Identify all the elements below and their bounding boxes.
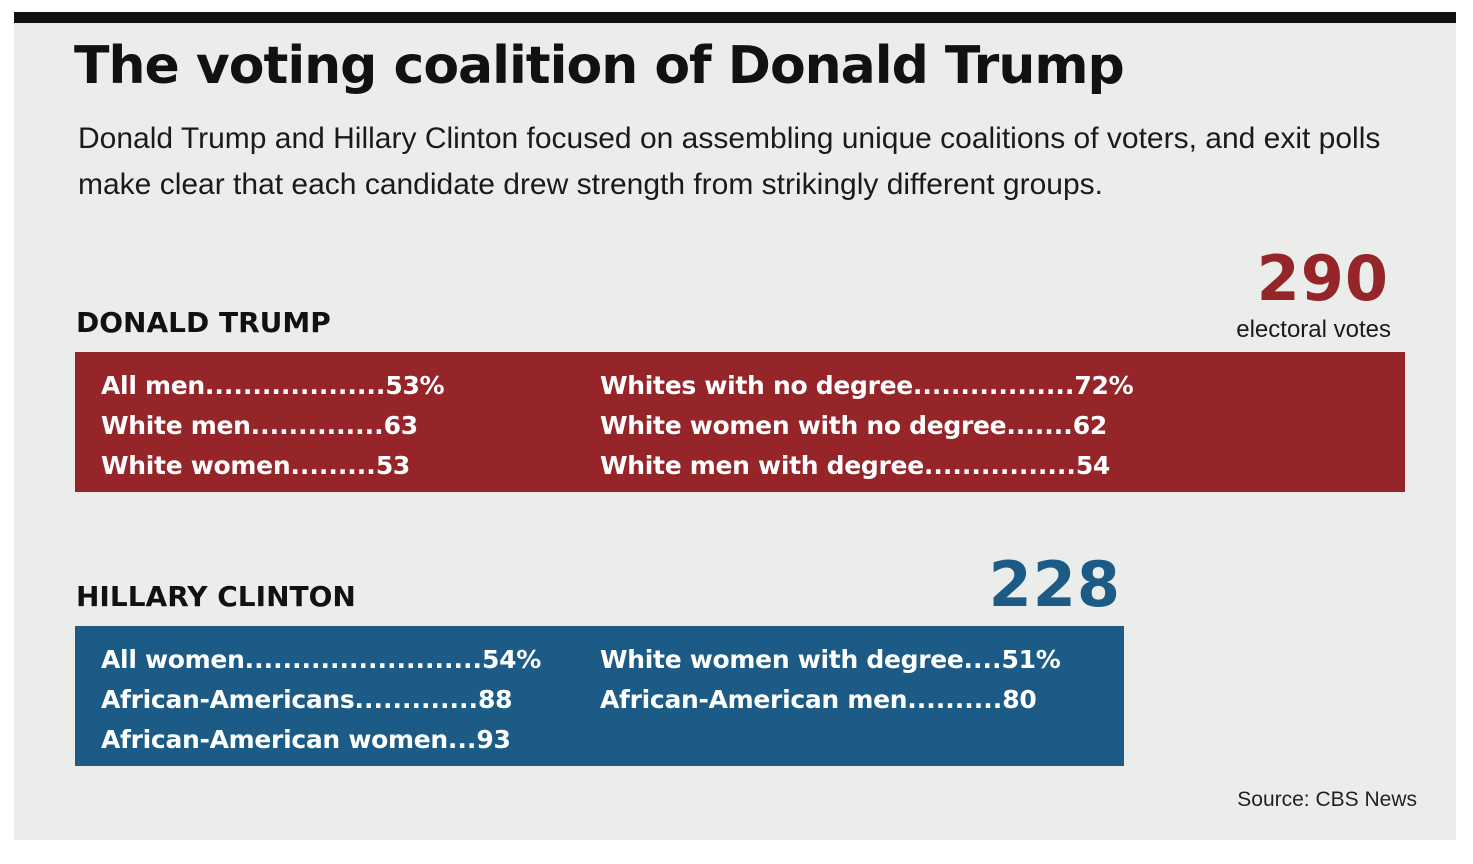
source-note: Source: CBS News xyxy=(1237,788,1417,811)
stat-leader: ................ xyxy=(923,451,1076,480)
stat-row: Whites with no degree.................72… xyxy=(600,366,1134,406)
page-title: The voting coalition of Donald Trump xyxy=(74,36,1125,96)
stat-row: All men...................53% xyxy=(101,366,445,406)
clinton-electoral-votes: 228 xyxy=(988,548,1121,621)
trump-electoral-votes: 290 xyxy=(1256,242,1389,315)
clinton-stats-column-1: All women.........................54% Af… xyxy=(101,640,541,760)
stat-value: 54% xyxy=(482,645,541,674)
page-subtitle: Donald Trump and Hillary Clinton focused… xyxy=(78,122,1381,201)
stat-value: 72% xyxy=(1074,371,1134,400)
stat-leader: .......... xyxy=(907,685,1003,714)
stat-group: African-American men xyxy=(600,685,908,714)
trump-electoral-votes-label: electoral votes xyxy=(1236,316,1391,343)
stat-group: Whites with no degree xyxy=(600,371,913,400)
trump-stats-column-2: Whites with no degree.................72… xyxy=(600,366,1134,486)
stat-leader: ....... xyxy=(1006,411,1073,440)
stat-leader: ................. xyxy=(912,371,1075,400)
stat-group: White men xyxy=(101,411,251,440)
stat-value: 53 xyxy=(375,451,411,480)
stat-leader: .............. xyxy=(250,411,384,440)
stat-leader: .... xyxy=(963,645,1002,674)
stat-group: African-Americans xyxy=(101,685,355,714)
stat-row: African-American men..........80 xyxy=(600,680,1061,720)
stat-value: 51% xyxy=(1001,645,1061,674)
stat-value: 88 xyxy=(477,685,513,714)
stat-group: African-American women xyxy=(101,725,448,754)
stat-leader: ................... xyxy=(204,371,386,400)
stat-leader: ............. xyxy=(354,685,478,714)
stat-row: African-American women...93 xyxy=(101,720,541,760)
trump-heading: DONALD TRUMP xyxy=(76,306,331,339)
clinton-stats-column-2: White women with degree....51% African-A… xyxy=(600,640,1061,720)
stat-leader: ......... xyxy=(290,451,376,480)
stat-group: All men xyxy=(101,371,205,400)
stat-group: White women with no degree xyxy=(600,411,1007,440)
trump-stats-column-1: All men...................53% White men.… xyxy=(101,366,445,486)
stat-value: 93 xyxy=(476,725,511,754)
stat-group: White men with degree xyxy=(600,451,924,480)
clinton-heading: HILLARY CLINTON xyxy=(76,580,356,613)
clinton-stats-panel: All women.........................54% Af… xyxy=(75,626,1124,766)
stat-row: White women.........53 xyxy=(101,446,444,486)
trump-stats-panel: All men...................53% White men.… xyxy=(75,352,1405,492)
stat-leader: ......................... xyxy=(244,645,483,674)
stat-value: 63 xyxy=(383,411,419,440)
stat-row: African-Americans.............88 xyxy=(101,680,541,720)
stat-group: All women xyxy=(101,645,245,674)
stat-row: White women with degree....51% xyxy=(600,640,1061,680)
stat-group: White women xyxy=(101,451,291,480)
stat-row: All women.........................54% xyxy=(101,640,541,680)
stat-leader: ... xyxy=(447,725,477,754)
stat-value: 80 xyxy=(1002,685,1037,714)
stat-row: White men..............63 xyxy=(101,406,444,446)
stat-group: White women with degree xyxy=(600,645,964,674)
stat-value: 54 xyxy=(1075,451,1111,480)
stat-row: White women with no degree.......62 xyxy=(600,406,1133,446)
stat-value: 62 xyxy=(1072,411,1108,440)
stat-value: 53% xyxy=(385,371,445,400)
stat-row: White men with degree................54 xyxy=(600,446,1133,486)
